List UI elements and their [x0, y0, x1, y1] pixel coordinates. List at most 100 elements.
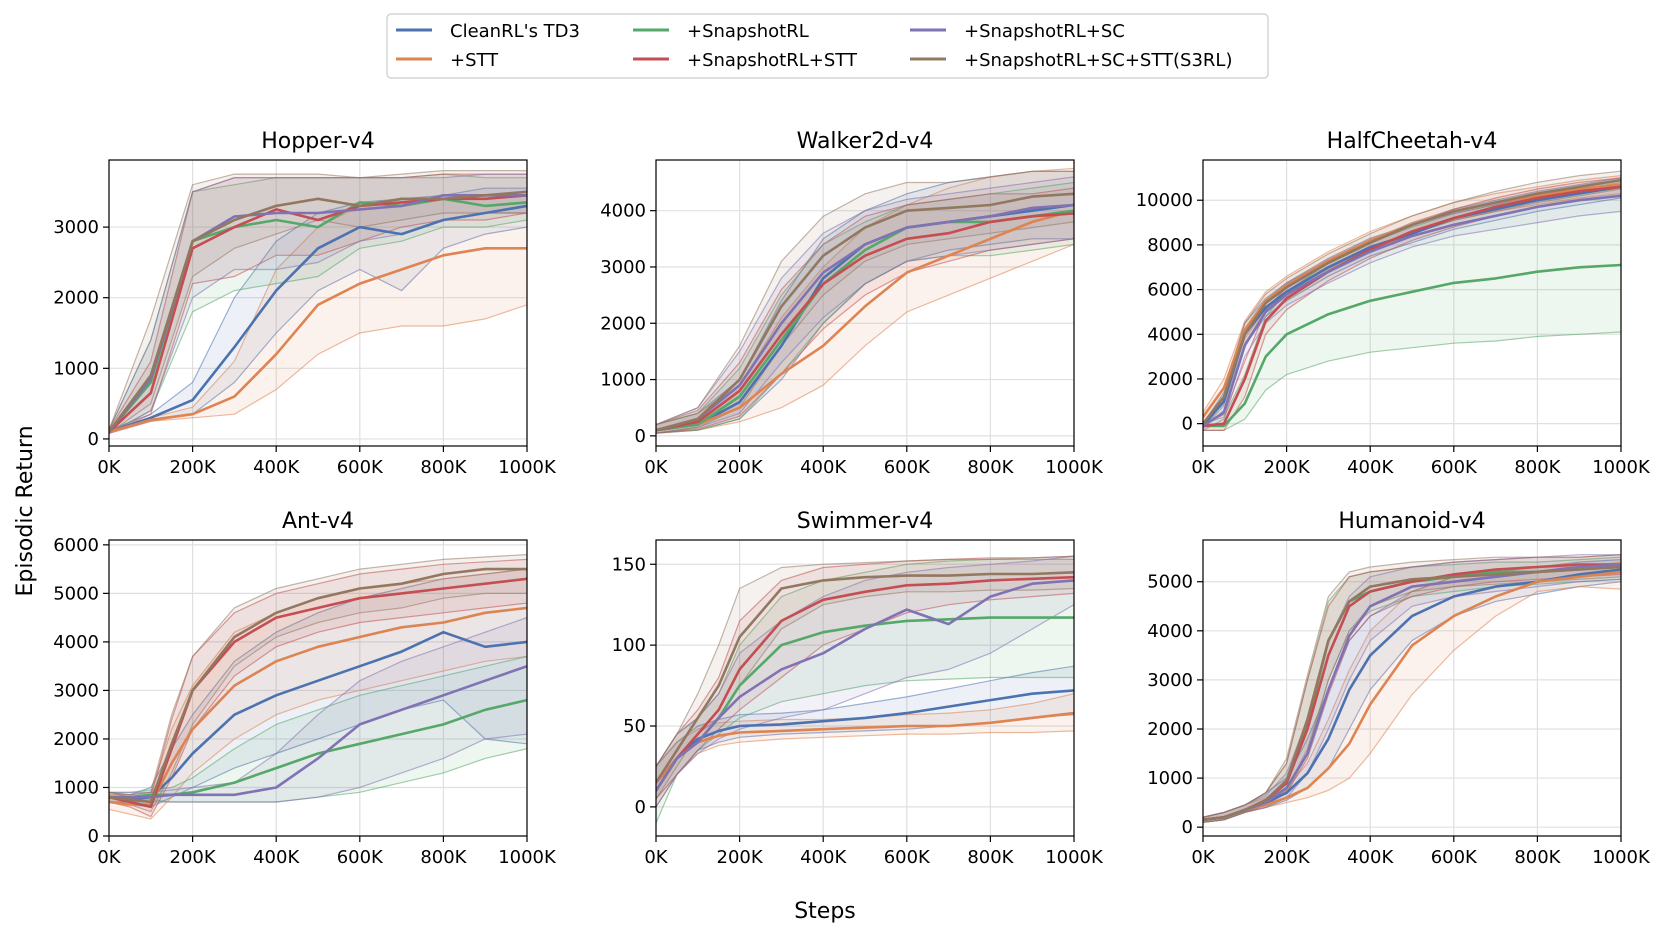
y-tick-label: 0 — [1182, 817, 1193, 838]
y-tick-label: 0 — [1182, 414, 1193, 435]
series-line — [1203, 178, 1621, 425]
series-line — [1203, 194, 1621, 427]
y-tick-label: 4000 — [1147, 621, 1193, 642]
x-tick-label: 0K — [97, 457, 121, 478]
y-tick-label: 3000 — [53, 680, 99, 701]
y-tick-label: 1000 — [600, 370, 646, 391]
series-band-edge — [656, 243, 1074, 434]
y-tick-label: 2000 — [53, 288, 99, 309]
x-tick-label: 200K — [717, 457, 764, 478]
legend-label: +SnapshotRL+SC — [964, 21, 1125, 42]
series-band-edge — [656, 176, 1074, 426]
series-band — [1203, 177, 1621, 429]
plot-area — [109, 554, 527, 820]
series-band-edge — [656, 181, 1074, 426]
y-tick-label: 2000 — [53, 729, 99, 750]
chart-panel: 0K 200K 400K 600K 800K 1000K 0 1000 2000 3000 Hopp… — [53, 129, 557, 478]
y-tick-label: 3000 — [53, 217, 99, 238]
series-line — [109, 664, 527, 799]
series-line — [109, 577, 527, 809]
x-tick-label: 1000K — [498, 847, 557, 868]
x-axis-label: Steps — [794, 899, 856, 924]
series-band-edge — [109, 602, 527, 818]
y-tick-label: 0 — [635, 797, 646, 818]
legend-entry: +STT — [396, 50, 499, 71]
x-tick-label: 1000K — [1592, 847, 1651, 868]
y-tick-label: 4000 — [600, 201, 646, 222]
x-tick-label: 0K — [1191, 457, 1215, 478]
series-band — [109, 559, 527, 817]
series-band — [109, 554, 527, 812]
series-band — [656, 556, 1074, 807]
x-tick-label: 1000K — [1045, 847, 1104, 868]
plot-area — [656, 555, 1074, 824]
x-tick-label: 600K — [884, 457, 931, 478]
legend-frame — [386, 13, 1269, 79]
chart-title: HalfCheetah-v4 — [1327, 129, 1498, 154]
series-band — [109, 569, 527, 807]
series-line — [109, 567, 527, 804]
legend-label: +SnapshotRL — [687, 21, 809, 42]
series-line — [109, 190, 527, 433]
axes-frame — [108, 159, 528, 447]
x-tick-label: 800K — [420, 847, 467, 868]
x-tick-label: 600K — [337, 457, 384, 478]
series-band-edge — [656, 238, 1074, 434]
x-tick-label: 400K — [253, 457, 300, 478]
series-line — [656, 579, 1074, 792]
series-line — [109, 247, 527, 434]
legend-entry: +SnapshotRL — [633, 21, 809, 42]
series-line — [1203, 183, 1621, 418]
series-band-edge — [109, 592, 527, 813]
x-tick-label: 400K — [800, 457, 847, 478]
chart-title: Walker2d-v4 — [797, 129, 934, 154]
legend-label: CleanRL's TD3 — [450, 21, 580, 42]
y-tick-label: 2000 — [1147, 369, 1193, 390]
series-band-edge — [109, 655, 527, 820]
x-tick-label: 0K — [1191, 847, 1215, 868]
series-band-edge — [1203, 170, 1621, 418]
y-tick-label: 2000 — [1147, 719, 1193, 740]
legend-entry: +SnapshotRL+SC — [910, 21, 1125, 42]
chart-title: Humanoid-v4 — [1338, 509, 1485, 534]
x-tick-label: 200K — [1264, 847, 1311, 868]
series-band-edge — [109, 655, 527, 793]
series-band-edge — [656, 187, 1074, 426]
chart-title: Ant-v4 — [282, 509, 354, 534]
x-tick-label: 800K — [1514, 457, 1561, 478]
x-tick-label: 200K — [170, 457, 217, 478]
series-line — [109, 204, 527, 434]
x-tick-label: 600K — [1431, 847, 1478, 868]
chart-panels: 0K 200K 400K 600K 800K 1000K0100020003000Hopp… — [53, 129, 1651, 868]
x-tick-label: 400K — [1347, 457, 1394, 478]
series-band-edge — [656, 555, 1074, 767]
x-tick-label: 200K — [1264, 457, 1311, 478]
axes-frame — [655, 539, 1075, 837]
y-tick-label: 5000 — [1147, 572, 1193, 593]
legend: CleanRL's TD3 +STT +SnapshotRL +Snapshot… — [386, 13, 1269, 79]
y-tick-label: 0 — [88, 429, 99, 450]
series-band-edge — [109, 304, 527, 434]
x-tick-label: 600K — [337, 847, 384, 868]
x-tick-label: 600K — [884, 847, 931, 868]
plot-area — [109, 170, 527, 434]
chart-panel: 0K 200K 400K 600K 800K 1000K 0 1000 2000 3000 4000… — [600, 129, 1104, 478]
chart-panel: 0K 200K 400K 600K 800K 1000K 0 2000 4000 6000 8000… — [1136, 129, 1651, 478]
series-band-edge — [109, 173, 527, 431]
axes-frame — [1202, 159, 1622, 447]
series-band-edge — [1203, 554, 1621, 818]
series-line — [1203, 565, 1621, 822]
series-band-edge — [109, 170, 527, 431]
series-line — [109, 698, 527, 799]
x-tick-label: 800K — [967, 847, 1014, 868]
series-band-edge — [109, 554, 527, 796]
y-tick-label: 150 — [612, 554, 646, 575]
x-tick-label: 400K — [253, 847, 300, 868]
y-tick-label: 6000 — [53, 535, 99, 556]
chart-panel: 0K 200K 400K 600K 800K 1000K 0 1000 2000 3000 4000… — [1147, 509, 1651, 868]
x-tick-label: 800K — [967, 457, 1014, 478]
x-tick-label: 800K — [420, 457, 467, 478]
y-tick-label: 4000 — [1147, 324, 1193, 345]
y-tick-label: 1000 — [53, 777, 99, 798]
chart-panel: 0K 200K 400K 600K 800K 1000K 0 1000 2000 3000 4000… — [53, 509, 557, 868]
